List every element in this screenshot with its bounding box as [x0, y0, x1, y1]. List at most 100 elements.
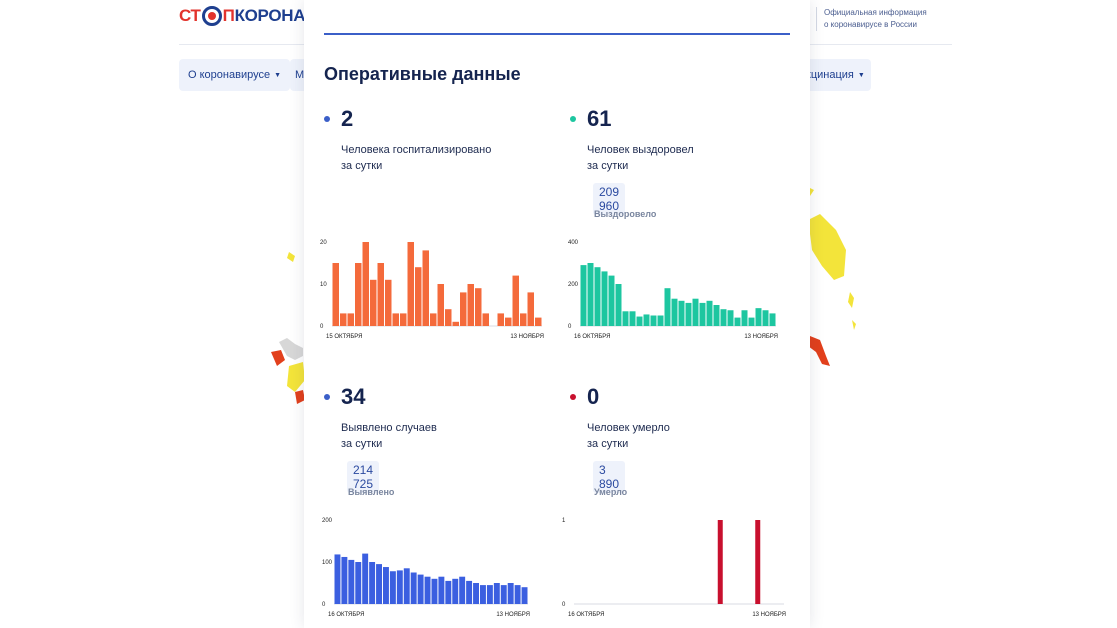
chart-bar[interactable]	[713, 305, 720, 326]
chart-bar[interactable]	[445, 309, 452, 326]
chart-bar[interactable]	[417, 574, 424, 604]
chart-bar[interactable]	[410, 572, 417, 605]
chart-bar[interactable]	[493, 583, 500, 604]
chart-bar[interactable]	[452, 578, 459, 604]
chart-bar[interactable]	[431, 578, 438, 604]
chart-bar[interactable]	[407, 242, 415, 326]
chart-bar[interactable]	[727, 310, 734, 326]
chart-bar[interactable]	[369, 562, 376, 604]
chart-bar[interactable]	[385, 279, 392, 326]
chart-bar[interactable]	[615, 284, 622, 326]
logo-text-rest: КОРОНАВ	[234, 6, 318, 25]
chart-bar[interactable]	[629, 311, 636, 326]
chart-bar[interactable]	[348, 559, 355, 604]
chart-bar[interactable]	[717, 520, 723, 604]
y-tick-label: 1	[562, 518, 566, 524]
chart-bar[interactable]	[430, 313, 437, 326]
chart-bar[interactable]	[512, 275, 520, 326]
chart-bar[interactable]	[376, 564, 382, 604]
site-info-line1: Официальная информация	[824, 8, 927, 17]
chart-bar[interactable]	[482, 313, 490, 326]
chart-bar[interactable]	[355, 562, 362, 604]
chart-bar[interactable]	[473, 583, 479, 604]
chart-bar[interactable]	[334, 554, 341, 604]
chart-bar[interactable]	[692, 298, 699, 326]
y-tick-label: 0	[562, 602, 566, 608]
total-badge: 209 960	[593, 183, 626, 215]
chart-deaths: 0 1 16 ОКТЯБРЯ 13 НОЯБРЯ	[560, 514, 792, 622]
chart-bar[interactable]	[594, 267, 601, 326]
chart-bar[interactable]	[400, 313, 407, 326]
chart-bar[interactable]	[769, 313, 776, 326]
chart-bar[interactable]	[601, 271, 608, 326]
chart-bar[interactable]	[685, 302, 692, 326]
chart-bar[interactable]	[741, 310, 748, 326]
chart-bar[interactable]	[664, 288, 671, 326]
chart-bar[interactable]	[347, 313, 355, 326]
chart-bar[interactable]	[608, 275, 615, 326]
chart-bar[interactable]	[671, 298, 678, 326]
chart-bar[interactable]	[580, 265, 587, 326]
chart-bar[interactable]	[748, 317, 755, 326]
chart-bar[interactable]	[650, 315, 657, 327]
chart-bar[interactable]	[500, 585, 507, 604]
chart-bar[interactable]	[755, 520, 761, 604]
chart-bar[interactable]	[486, 585, 493, 604]
chart-detected: 0 100 200 16 ОКТЯБРЯ 13 НОЯБРЯ	[314, 514, 546, 622]
chart-bar[interactable]	[587, 263, 594, 326]
chart-bar[interactable]	[467, 284, 475, 326]
chart-bar[interactable]	[392, 313, 400, 326]
nav-about-coronavirus[interactable]: О коронавирусе ▼	[179, 59, 291, 91]
chart-bar[interactable]	[466, 580, 473, 604]
chart-bar[interactable]	[377, 263, 385, 326]
chart-bar[interactable]	[521, 587, 528, 604]
chart-bar[interactable]	[437, 284, 445, 326]
chart-bar[interactable]	[340, 313, 347, 326]
chart-bar[interactable]	[734, 317, 741, 326]
chart-bar[interactable]	[383, 567, 389, 604]
chart-bar[interactable]	[362, 553, 369, 604]
site-logo[interactable]: СТ П КОРОНАВ	[179, 6, 318, 26]
chart-bar[interactable]	[396, 570, 403, 604]
chart-bar[interactable]	[355, 263, 362, 326]
chart-bar[interactable]	[460, 292, 467, 326]
chart-bar[interactable]	[332, 263, 340, 326]
chart-bar[interactable]	[341, 556, 348, 604]
chart-bar[interactable]	[424, 576, 431, 604]
chart-bar[interactable]	[678, 300, 685, 326]
chart-bar[interactable]	[706, 300, 713, 326]
chart-bar[interactable]	[622, 311, 629, 326]
chart-bar[interactable]	[636, 316, 643, 326]
chart-bar[interactable]	[415, 267, 422, 326]
stat-label-line1: Человек умерло	[587, 422, 670, 434]
chart-bar[interactable]	[389, 571, 396, 604]
stat-label: Человек выздоровел за сутки	[587, 142, 787, 174]
chart-bar[interactable]	[755, 308, 762, 326]
chart-bar[interactable]	[459, 576, 466, 604]
chart-bar[interactable]	[699, 302, 706, 326]
chart-bar[interactable]	[422, 250, 430, 326]
stat-label: Выявлено случаев за сутки	[341, 420, 541, 452]
y-tick-label: 200	[568, 282, 579, 288]
chart-bar[interactable]	[657, 315, 664, 327]
chart-bar[interactable]	[762, 310, 769, 326]
chart-bar[interactable]	[452, 321, 460, 326]
chart-bar[interactable]	[520, 313, 527, 326]
chart-bar[interactable]	[514, 585, 521, 604]
chart-bar[interactable]	[362, 242, 370, 326]
chart-bar[interactable]	[527, 292, 535, 326]
chart-bar[interactable]	[505, 317, 512, 326]
chart-bar[interactable]	[720, 309, 727, 326]
logo-text-p: П	[222, 6, 235, 25]
chart-bar[interactable]	[403, 568, 410, 604]
chart-bar[interactable]	[480, 585, 486, 604]
chart-bar[interactable]	[507, 583, 514, 604]
y-tick-label: 0	[322, 602, 326, 608]
chart-bar[interactable]	[535, 317, 542, 326]
chart-bar[interactable]	[475, 288, 482, 326]
chart-bar[interactable]	[497, 313, 505, 326]
chart-bar[interactable]	[445, 580, 452, 604]
chart-bar[interactable]	[643, 314, 650, 326]
chart-bar[interactable]	[370, 279, 377, 326]
chart-bar[interactable]	[438, 576, 445, 604]
